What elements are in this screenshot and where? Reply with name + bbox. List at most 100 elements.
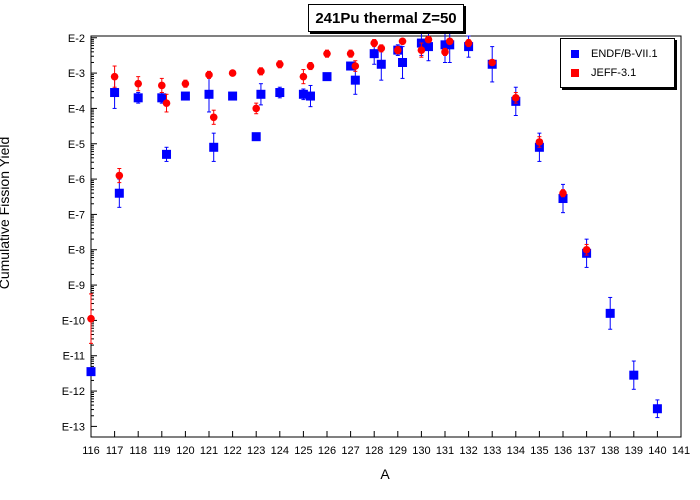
data-point	[605, 308, 615, 318]
data-point	[346, 61, 356, 71]
chart-title-text: 241Pu thermal Z=50	[315, 9, 457, 27]
data-point	[115, 171, 124, 180]
data-point	[377, 44, 386, 53]
data-point	[323, 49, 331, 58]
data-point	[423, 42, 433, 52]
legend-swatch-endf	[571, 50, 579, 58]
y-tick-label: E-7	[68, 209, 85, 221]
y-axis-label-text: Cumulative Fission Yield	[0, 136, 12, 290]
x-tick-label: 125	[294, 445, 312, 457]
legend-label-jeff: JEFF-3.1	[591, 67, 637, 79]
y-tick-label: E-11	[63, 351, 85, 363]
legend-label-endf: ENDF/B-VII.1	[591, 48, 658, 60]
data-point	[180, 91, 190, 101]
x-tick-label: 134	[507, 445, 525, 457]
plot-area	[90, 35, 682, 438]
x-tick-label: 137	[577, 445, 595, 457]
legend: ENDF/B-VII.1 JEFF-3.1	[560, 38, 675, 88]
x-tick-label: 133	[483, 445, 501, 457]
chart-title: 241Pu thermal Z=50	[308, 4, 464, 32]
y-tick-label: E-8	[68, 245, 85, 257]
x-tick-label: 126	[318, 445, 336, 457]
data-point	[299, 72, 308, 81]
x-tick-label: 135	[530, 445, 548, 457]
data-point	[252, 104, 260, 113]
data-point	[441, 48, 449, 56]
y-tick-label: E-9	[68, 280, 85, 292]
data-point	[110, 88, 120, 98]
x-tick-label: 139	[625, 445, 643, 457]
data-point	[629, 370, 639, 380]
data-point	[512, 94, 520, 102]
series-layer	[86, 26, 662, 419]
legend-swatch-jeff	[571, 69, 579, 77]
x-tick-label: 121	[200, 445, 218, 457]
data-point	[350, 75, 360, 85]
data-point	[209, 113, 218, 122]
data-point	[209, 142, 219, 152]
x-tick-label: 127	[341, 445, 359, 457]
legend-item-endf: ENDF/B-VII.1	[571, 47, 658, 61]
data-point	[417, 46, 426, 54]
data-point	[559, 189, 567, 198]
data-point	[205, 71, 213, 79]
x-tick-label: 128	[365, 445, 383, 457]
data-point	[162, 99, 171, 107]
data-point	[87, 314, 95, 323]
x-axis-ticks: 116 117 118 119 120 121 122 123 124 125 126 127 128 1…	[82, 431, 690, 457]
data-point	[256, 89, 266, 99]
data-point	[162, 149, 172, 159]
x-tick-label: 116	[82, 445, 100, 457]
data-point	[445, 37, 454, 46]
x-tick-label: 136	[554, 445, 572, 457]
y-tick-label: E-3	[68, 68, 85, 80]
y-tick-label: E-13	[62, 421, 85, 433]
data-point	[398, 37, 407, 46]
data-point	[351, 62, 360, 70]
data-point	[305, 91, 315, 101]
data-point	[322, 72, 332, 82]
series-jeff	[87, 35, 591, 344]
data-point	[158, 81, 166, 90]
x-tick-label: 120	[176, 445, 194, 457]
x-tick-label: 141	[672, 445, 690, 457]
data-point	[582, 245, 591, 254]
y-tick-label: E-10	[62, 315, 85, 327]
data-point	[376, 59, 386, 69]
y-tick-label: E-6	[68, 174, 85, 186]
data-point	[398, 57, 408, 67]
data-point	[275, 88, 285, 98]
data-point	[204, 89, 214, 99]
data-point	[488, 58, 497, 67]
data-point	[133, 93, 143, 103]
y-tick-label: E-2	[68, 33, 85, 45]
data-point	[558, 194, 568, 204]
data-point	[134, 79, 142, 88]
x-tick-label: 122	[223, 445, 241, 457]
data-point	[440, 40, 450, 50]
data-point	[181, 79, 190, 88]
x-tick-label: 119	[153, 445, 171, 457]
data-point	[464, 39, 473, 47]
data-point	[110, 72, 119, 81]
data-point	[114, 188, 124, 198]
data-point	[424, 35, 433, 44]
y-axis-ticks: E-2 E-3 E-4 E-5 E-6 E-7 E-8 E-9 E-10 E-11 E-12 E-13	[62, 33, 97, 433]
x-tick-label: 129	[389, 445, 407, 457]
x-axis-label-text: A	[380, 466, 390, 482]
y-tick-label: E-5	[68, 139, 85, 151]
data-point	[257, 67, 265, 76]
x-tick-label: 132	[459, 445, 477, 457]
data-point	[394, 46, 402, 54]
x-tick-label: 117	[106, 445, 124, 457]
x-tick-label: 138	[601, 445, 619, 457]
data-point	[298, 89, 308, 99]
data-point	[652, 404, 662, 414]
x-tick-label: 130	[412, 445, 430, 457]
y-tick-label: E-4	[68, 103, 85, 115]
data-point	[369, 49, 379, 59]
data-point	[370, 39, 379, 47]
x-axis-label: A	[0, 466, 700, 482]
data-point	[306, 62, 315, 70]
